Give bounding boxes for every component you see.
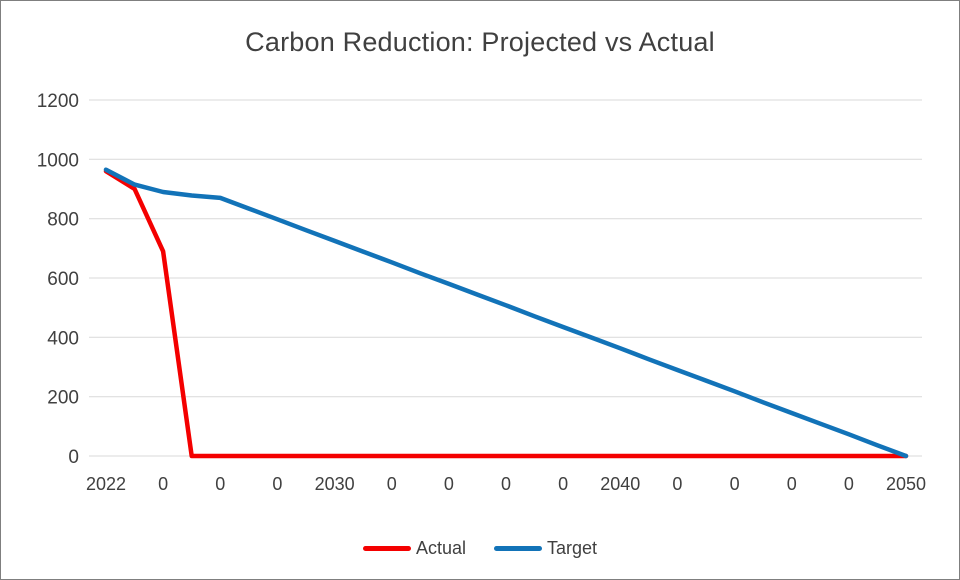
x-axis-tick-label: 0 <box>501 474 511 494</box>
y-axis-tick-label: 600 <box>47 269 79 290</box>
y-axis-tick-label: 1000 <box>37 150 79 171</box>
x-axis-tick-label: 2022 <box>86 474 126 494</box>
x-axis-tick-label: 0 <box>730 474 740 494</box>
x-axis-tick-label: 0 <box>387 474 397 494</box>
y-axis-tick-label: 800 <box>47 210 79 231</box>
y-axis-tick-label: 0 <box>68 447 79 468</box>
legend-label-actual: Actual <box>415 538 466 558</box>
x-axis-tick-label: 0 <box>844 474 854 494</box>
series-line-actual <box>103 168 909 459</box>
x-axis-tick-label: 0 <box>672 474 682 494</box>
chart-legend: Actual Target <box>1 538 959 559</box>
x-axis-tick-label: 2050 <box>886 474 926 494</box>
y-axis-tick-label: 400 <box>47 328 79 349</box>
x-axis-tick-label: 0 <box>558 474 568 494</box>
x-axis-tick-label: 0 <box>272 474 282 494</box>
x-axis-tick-label: 2040 <box>600 474 640 494</box>
target-line-swatch-icon <box>494 546 542 551</box>
actual-line-swatch-icon <box>362 546 411 551</box>
x-axis-tick-label: 2030 <box>315 474 355 494</box>
legend-label-target: Target <box>547 538 598 558</box>
y-axis-tick-label: 1200 <box>37 91 79 112</box>
legend-item-target: Target <box>494 538 597 559</box>
x-axis-tick-label: 0 <box>787 474 797 494</box>
x-axis-tick-label: 0 <box>215 474 225 494</box>
legend-item-actual: Actual <box>362 538 466 559</box>
x-axis-tick-label: 0 <box>158 474 168 494</box>
chart-title: Carbon Reduction: Projected vs Actual <box>245 27 715 57</box>
series-line-target <box>103 167 909 459</box>
y-axis-tick-label: 200 <box>47 388 79 409</box>
x-axis-tick-label: 0 <box>444 474 454 494</box>
